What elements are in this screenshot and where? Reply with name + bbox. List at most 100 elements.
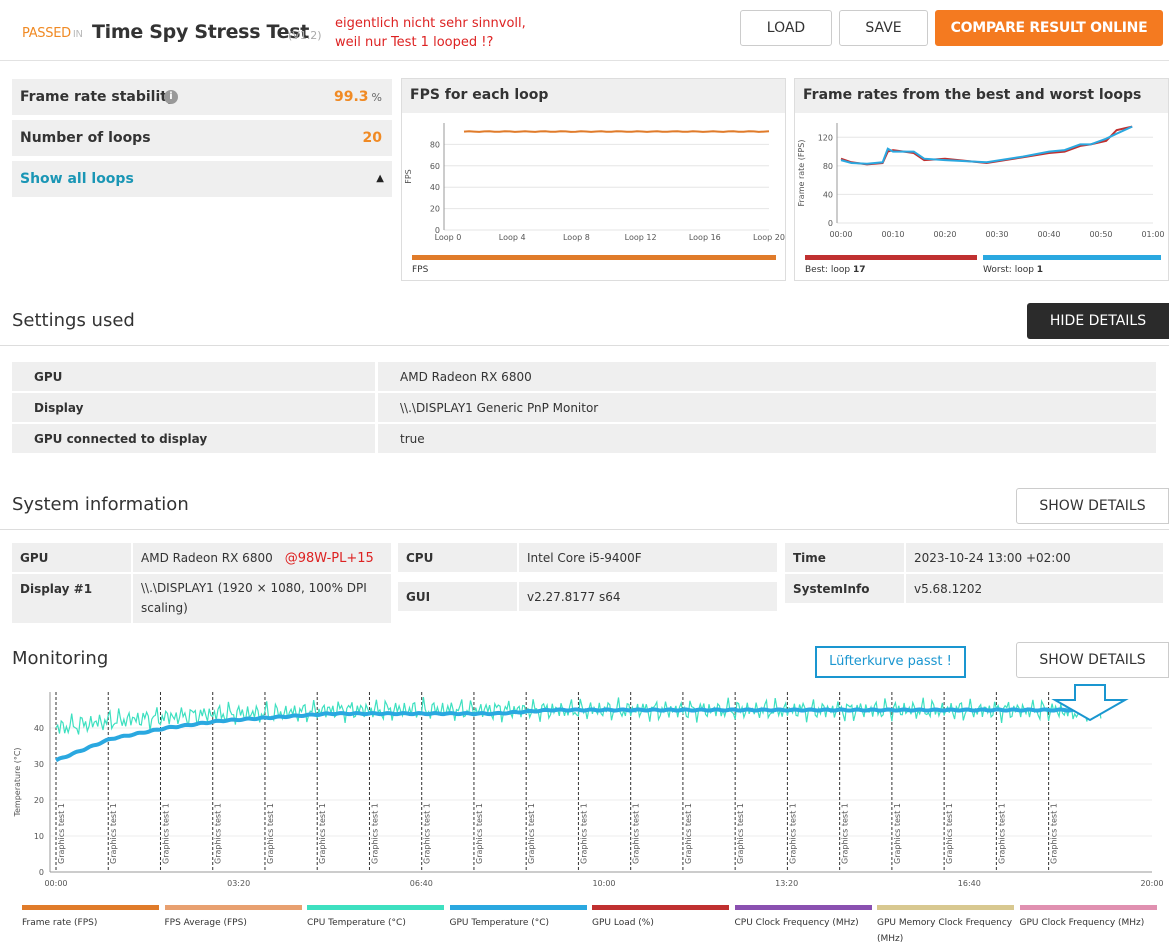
x-tick-label: 00:50 bbox=[1089, 230, 1112, 239]
stability-value: 99.3% bbox=[334, 89, 382, 105]
best-worst-title: Frame rates from the best and worst loop… bbox=[795, 79, 1168, 113]
x-tick-label: 00:40 bbox=[1037, 230, 1060, 239]
info-icon[interactable]: i bbox=[164, 90, 178, 104]
loop-marker-label: Graphics test 1 bbox=[475, 803, 484, 864]
y-axis-title: Temperature (°C) bbox=[13, 747, 22, 817]
loop-marker-label: Graphics test 1 bbox=[736, 803, 745, 864]
monitoring-chart-svg: 0 10 20 30 40 Temperature (°C) 00:00 03:20 06:40… bbox=[13, 684, 1164, 888]
x-tick-label: 06:40 bbox=[410, 879, 433, 888]
loop-marker-label: Graphics test 1 bbox=[893, 803, 902, 864]
x-tick-label: Loop 4 bbox=[499, 233, 526, 242]
legend-label[interactable]: GPU Clock Frequency (MHz) bbox=[1019, 918, 1145, 928]
y-tick-label: 0 bbox=[828, 219, 833, 228]
x-tick-label: Loop 12 bbox=[625, 233, 657, 242]
sysinfo-key-gui: GUI bbox=[398, 582, 517, 611]
legend-bar bbox=[307, 905, 444, 910]
loop-marker-label: Graphics test 1 bbox=[788, 803, 797, 864]
sysinfo-key-display: Display #1 bbox=[12, 574, 131, 623]
legend-label[interactable]: GPU Memory Clock Frequency bbox=[877, 918, 1013, 928]
y-tick-label: 80 bbox=[430, 140, 440, 149]
caret-up-icon: ▲ bbox=[376, 173, 384, 184]
x-tick-label: 00:30 bbox=[985, 230, 1008, 239]
loop-marker-label: Graphics test 1 bbox=[318, 803, 327, 864]
save-button[interactable]: SAVE bbox=[839, 10, 928, 46]
divider bbox=[0, 345, 1169, 346]
best-legend-label: Best: loop 17 bbox=[805, 265, 866, 275]
legend-label[interactable]: CPU Clock Frequency (MHz) bbox=[734, 918, 859, 928]
show-all-loops-toggle[interactable]: Show all loops ▲ bbox=[12, 161, 392, 197]
legend-label[interactable]: Frame rate (FPS) bbox=[22, 918, 98, 928]
loop-marker-label: Graphics test 1 bbox=[109, 803, 118, 864]
loop-marker-label: Graphics test 1 bbox=[214, 803, 223, 864]
legend-bar bbox=[734, 905, 872, 910]
loop-marker-label: Graphics test 1 bbox=[266, 803, 275, 864]
loop-marker-label: Graphics test 1 bbox=[997, 803, 1006, 864]
legend-label[interactable]: GPU Temperature (°C) bbox=[449, 918, 550, 928]
y-tick-label: 10 bbox=[34, 832, 44, 841]
loops-value: 20 bbox=[362, 130, 382, 146]
settings-key-gpu: GPU bbox=[12, 362, 375, 391]
gpu-annotation: @98W-PL+15 bbox=[284, 551, 374, 566]
sysinfo-key-gpu: GPU bbox=[12, 543, 131, 572]
loop-marker-label: Graphics test 1 bbox=[423, 803, 432, 864]
fps-series-line bbox=[463, 130, 770, 133]
legend-bar bbox=[164, 905, 302, 910]
number-of-loops-row: Number of loops 20 bbox=[12, 120, 392, 156]
y-tick-label: 120 bbox=[818, 133, 833, 142]
settings-title: Settings used bbox=[12, 310, 135, 331]
x-tick-label: 20:00 bbox=[1140, 879, 1163, 888]
sysinfo-value-gpu: AMD Radeon RX 6800 @98W-PL+15 bbox=[133, 543, 391, 572]
gpu-temperature-line bbox=[54, 707, 1102, 763]
load-button[interactable]: LOAD bbox=[740, 10, 832, 46]
legend-bar bbox=[22, 905, 159, 910]
legend-label[interactable]: FPS Average (FPS) bbox=[164, 918, 247, 928]
y-tick-label: 30 bbox=[34, 760, 44, 769]
legend-bar bbox=[877, 905, 1014, 910]
loop-marker-label: Graphics test 1 bbox=[527, 803, 536, 864]
sysinfo-value-gui: v2.27.8177 s64 bbox=[519, 582, 777, 611]
fps-legend-label: FPS bbox=[412, 265, 429, 275]
sysinfo-value-cpu: Intel Core i5-9400F bbox=[519, 543, 777, 572]
sysinfo-show-details-button[interactable]: SHOW DETAILS bbox=[1016, 488, 1169, 524]
sysinfo-key-cpu: CPU bbox=[398, 543, 517, 572]
stability-label: Frame rate stability bbox=[20, 89, 177, 105]
x-tick-label: 00:00 bbox=[44, 879, 67, 888]
loop-marker-label: Graphics test 1 bbox=[632, 803, 641, 864]
fps-chart-svg: 0 20 40 60 80 FPS Loop 0 Loop 4 Loop 8 Loop 12 Loo… bbox=[404, 123, 785, 242]
x-tick-label: 00:00 bbox=[829, 230, 852, 239]
sysinfo-value-display: \\.\DISPLAY1 (1920 × 1080, 100% DPI scali… bbox=[133, 574, 391, 623]
sysinfo-key-time: Time bbox=[785, 543, 904, 572]
loop-marker-label: Graphics test 1 bbox=[841, 803, 850, 864]
loop-marker-label: Graphics test 1 bbox=[684, 803, 693, 864]
monitoring-show-details-button[interactable]: SHOW DETAILS bbox=[1016, 642, 1169, 678]
fps-per-loop-panel: FPS for each loop 0 20 40 60 80 FPS Loop 0 Loop… bbox=[401, 78, 786, 281]
best-legend-bar bbox=[805, 255, 977, 260]
legend-bar bbox=[592, 905, 729, 910]
y-tick-label: 0 bbox=[39, 868, 44, 877]
x-tick-label: Loop 0 bbox=[435, 233, 462, 242]
divider bbox=[0, 529, 1169, 530]
hide-details-button[interactable]: HIDE DETAILS bbox=[1027, 303, 1169, 339]
y-tick-label: 40 bbox=[823, 190, 833, 199]
show-loops-label: Show all loops bbox=[20, 171, 134, 187]
y-tick-label: 0 bbox=[435, 226, 440, 235]
compare-online-button[interactable]: COMPARE RESULT ONLINE bbox=[935, 10, 1163, 46]
frame-rate-stability-row: Frame rate stability i 99.3% bbox=[12, 79, 392, 115]
settings-value-display: \\.\DISPLAY1 Generic PnP Monitor bbox=[378, 393, 1156, 422]
legend-label[interactable]: GPU Load (%) bbox=[592, 918, 654, 928]
annotation-note: eigentlich nicht sehr sinnvoll, weil nur… bbox=[335, 16, 526, 50]
worst-legend-bar bbox=[983, 255, 1161, 260]
worst-legend-label: Worst: loop 1 bbox=[983, 265, 1044, 275]
settings-value-gpu-connected: true bbox=[378, 424, 1156, 453]
settings-key-display: Display bbox=[12, 393, 375, 422]
loop-marker-label: Graphics test 1 bbox=[161, 803, 170, 864]
page-title: Time Spy Stress Test bbox=[92, 21, 310, 43]
x-tick-label: Loop 16 bbox=[689, 233, 721, 242]
legend-label[interactable]: CPU Temperature (°C) bbox=[307, 918, 406, 928]
worst-loop-line bbox=[840, 125, 1133, 165]
y-tick-label: 60 bbox=[430, 162, 440, 171]
y-tick-label: 80 bbox=[823, 162, 833, 171]
version-label: (V1.2) bbox=[288, 29, 322, 42]
x-tick-label: 03:20 bbox=[227, 879, 250, 888]
y-tick-label: 20 bbox=[34, 796, 44, 805]
